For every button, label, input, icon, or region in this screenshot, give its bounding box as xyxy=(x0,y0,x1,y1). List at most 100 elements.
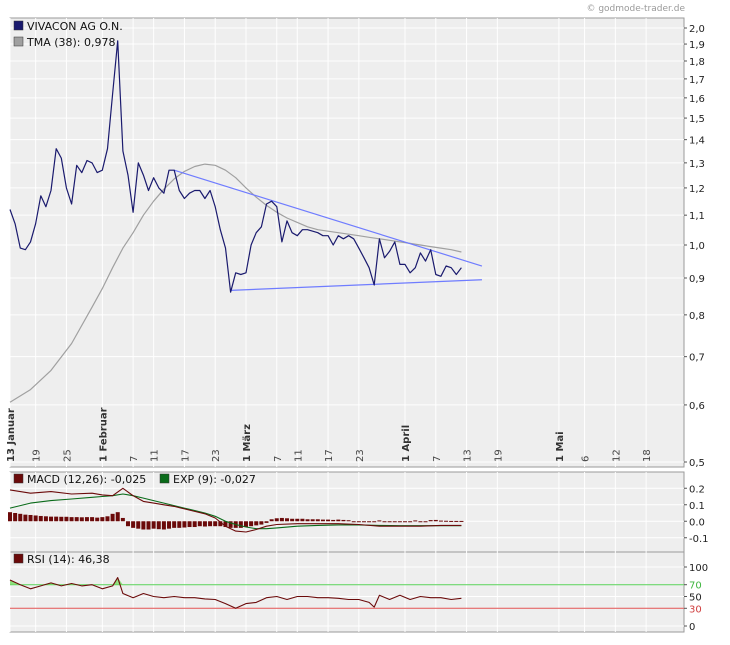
macd-histogram-bar xyxy=(38,515,43,522)
macd-histogram-bar xyxy=(449,520,454,522)
legend-rsi: RSI (14): 46,38 xyxy=(27,553,110,566)
macd-histogram-bar xyxy=(182,521,187,528)
macd-histogram-bar xyxy=(320,519,325,522)
x-tick-label: 13 Januar xyxy=(6,408,17,462)
macd-histogram-bar xyxy=(141,521,146,530)
watermark: © godmode-trader.de xyxy=(586,4,685,14)
legend-price: VIVACON AG O.N. xyxy=(27,20,123,33)
x-tick-label: 23 xyxy=(355,449,366,462)
macd-histogram-bar xyxy=(382,521,387,523)
macd-histogram-bar xyxy=(444,520,449,522)
x-tick-label: 25 xyxy=(62,449,73,462)
legend-exp: EXP (9): -0,027 xyxy=(173,473,256,486)
macd-histogram-bar xyxy=(146,521,151,530)
y-tick-label: 1,4 xyxy=(689,136,705,147)
x-tick-label: 17 xyxy=(324,449,335,462)
macd-histogram-bar xyxy=(187,521,192,528)
macd-histogram-bar xyxy=(105,516,110,522)
macd-histogram-bar xyxy=(115,512,120,522)
macd-histogram-bar xyxy=(331,519,336,522)
x-tick-label: 6 xyxy=(581,456,592,462)
macd-histogram-bar xyxy=(351,521,356,523)
macd-histogram-bar xyxy=(428,520,433,522)
macd-histogram-bar xyxy=(367,521,372,523)
macd-histogram-bar xyxy=(315,519,320,522)
panel-price xyxy=(9,17,685,468)
tma-line xyxy=(9,163,462,403)
y-tick-label: 2,0 xyxy=(689,24,705,35)
macd-histogram-bar xyxy=(79,517,84,522)
y-tick-label: 1,9 xyxy=(689,40,705,51)
macd-line xyxy=(9,487,462,533)
macd-histogram-bar xyxy=(110,513,115,522)
macd-histogram-bar xyxy=(341,519,346,522)
macd-histogram-bar xyxy=(243,521,248,528)
macd-histogram-bar xyxy=(238,521,243,528)
x-tick-label: 11 xyxy=(293,449,304,462)
macd-histogram-bar xyxy=(125,521,130,527)
macd-histogram-bar xyxy=(408,521,413,523)
panel-rsi xyxy=(9,551,685,633)
legend-price-swatch xyxy=(13,20,24,31)
x-tick-label: 19 xyxy=(493,449,504,462)
rsi-line xyxy=(9,577,462,609)
macd-histogram-bar xyxy=(356,521,361,523)
price-line xyxy=(9,40,462,293)
x-tick-label: 12 xyxy=(611,449,622,462)
macd-histogram-bar xyxy=(156,521,161,530)
y-tick-label: 0.2 xyxy=(689,484,705,495)
y-tick-label: 50 xyxy=(689,593,702,604)
y-tick-label: 1,1 xyxy=(689,211,705,222)
macd-histogram-bar xyxy=(372,521,377,523)
macd-histogram-bar xyxy=(387,521,392,523)
legend-exp-swatch xyxy=(159,473,170,484)
y-tick-label: 30 xyxy=(689,604,702,615)
macd-histogram-bar xyxy=(202,521,207,527)
macd-histogram-bar xyxy=(23,514,28,522)
macd-histogram-bar xyxy=(208,521,213,527)
macd-histogram-bar xyxy=(259,521,264,525)
macd-histogram-bar xyxy=(120,517,125,522)
macd-histogram-bar xyxy=(305,519,310,522)
macd-histogram-bar xyxy=(249,521,254,527)
macd-histogram-bar xyxy=(192,521,197,528)
macd-histogram-bar xyxy=(33,515,38,522)
macd-histogram-bar xyxy=(136,521,141,529)
macd-histogram-bar xyxy=(197,521,202,527)
macd-histogram-bar xyxy=(8,512,12,522)
macd-histogram-bar xyxy=(326,519,331,522)
macd-histogram-bar xyxy=(74,517,79,522)
macd-histogram-bar xyxy=(43,516,48,522)
macd-histogram-bar xyxy=(346,520,351,522)
legend-tma: TMA (38): 0,978 xyxy=(26,36,116,49)
y-tick-label: 1,0 xyxy=(689,241,705,252)
macd-histogram-bar xyxy=(95,517,100,522)
macd-histogram-bar xyxy=(49,516,54,522)
y-tick-label: 70 xyxy=(689,581,702,592)
macd-histogram-bar xyxy=(100,517,105,522)
macd-histogram-bar xyxy=(28,514,33,522)
macd-histogram-bar xyxy=(13,513,18,522)
macd-histogram-bar xyxy=(295,518,300,522)
y-tick-label: -0.1 xyxy=(689,534,709,545)
macd-histogram-bar xyxy=(290,518,295,522)
y-tick-label: 0,7 xyxy=(689,353,705,364)
legend-rsi-swatch xyxy=(13,553,24,564)
x-tick-label: 18 xyxy=(642,449,653,462)
x-tick-label: 7 xyxy=(432,456,443,462)
y-tick-label: 100 xyxy=(689,563,708,574)
macd-histogram-bar xyxy=(177,521,182,528)
x-tick-label: 23 xyxy=(211,449,222,462)
macd-histogram-bar xyxy=(310,519,315,522)
macd-histogram-bar xyxy=(167,521,172,529)
y-tick-label: 0,9 xyxy=(689,274,705,285)
macd-histogram-bar xyxy=(264,521,269,523)
macd-histogram-bar xyxy=(413,520,418,522)
legend-macd-swatch xyxy=(13,473,24,484)
macd-histogram-bar xyxy=(433,519,438,522)
macd-histogram-bar xyxy=(392,521,397,523)
y-tick-label: 0,6 xyxy=(689,401,705,412)
macd-histogram-bar xyxy=(418,521,423,523)
